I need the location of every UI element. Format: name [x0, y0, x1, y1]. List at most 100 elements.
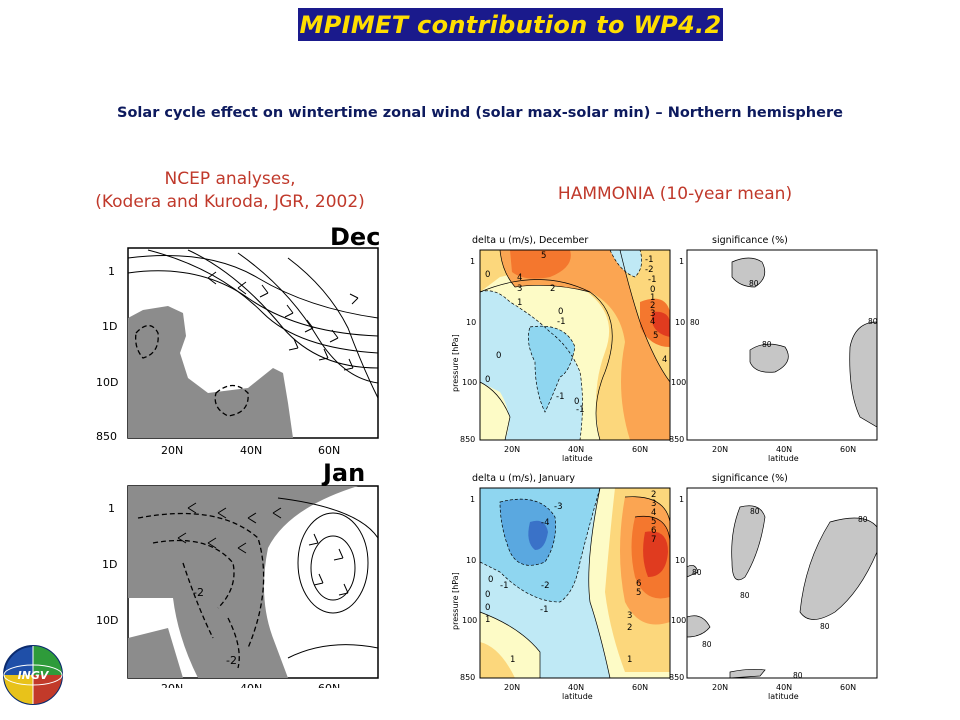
sig-label: 80 [868, 317, 878, 326]
ytick: 100 [671, 616, 686, 625]
hammonia-dec-contour-labels: 5 4 3 2 1 0 -1 -2 -1 0 1 2 3 4 5 4 0 0 0… [485, 251, 667, 415]
contour-label: 0 [485, 270, 490, 280]
hammonia-dec-y-ticks: 1 10 100 850 [460, 257, 477, 444]
contour-label: -1 [576, 405, 584, 415]
contour-label: 3 [517, 284, 522, 294]
ytick: 10D [96, 614, 118, 627]
ncep-jan-contour-label: -2 [193, 586, 204, 599]
ncep-dec-y-ticks: 1 1D 10D 850 [96, 265, 118, 443]
contour-label: 0 [558, 307, 563, 317]
ytick: 850 [460, 673, 475, 682]
ytick: 10D [96, 376, 118, 389]
significance-dec-panel: significance (%) 80 80 80 80 1 10 100 85… [669, 235, 878, 463]
ytick: 10 [675, 318, 685, 327]
ncep-jan-contour-label: -2 [226, 654, 237, 667]
contour-label: 2 [651, 490, 656, 500]
xtick: 40N [568, 445, 584, 454]
xtick: 20N [161, 444, 183, 457]
contour-label: 2 [550, 284, 555, 294]
hammonia-jan-contour-labels: -3 -4 -2 -1 0 0 1 1 2 3 4 5 6 7 6 5 3 2 … [485, 490, 656, 665]
hammonia-jan-x-ticks: 20N 40N 60N [504, 683, 648, 692]
hammonia-jan-panel: delta u (m/s), January -3 -4 -2 -1 0 0 1 [451, 473, 671, 701]
ytick: 100 [462, 378, 477, 387]
contour-label: 1 [627, 655, 632, 665]
hammonia-figure: delta u (m/s), December 5 4 3 2 1 0 -1 [451, 235, 878, 701]
contour-label: 2 [650, 301, 655, 311]
sig-label: 80 [740, 591, 750, 600]
contour-label: 4 [517, 273, 522, 283]
ncep-dec-x-ticks: 20N 40N 60N [161, 444, 340, 457]
contour-label: -1 [556, 392, 564, 402]
ncep-caption-line2: (Kodera and Kuroda, JGR, 2002) [95, 192, 365, 212]
contour-label: 0 [574, 397, 579, 407]
xtick: 20N [712, 683, 728, 692]
xtick: 40N [240, 682, 262, 688]
slide-title: MPIMET contribution to WP4.2 [298, 8, 723, 41]
contour-label: 3 [627, 611, 632, 621]
contour-label: -1 [557, 317, 565, 327]
hammonia-dec-panel: delta u (m/s), December 5 4 3 2 1 0 -1 [451, 235, 671, 463]
xtick: 60N [318, 682, 340, 688]
ncep-caption-line1: NCEP analyses, [164, 169, 296, 189]
contour-label: 5 [651, 517, 656, 527]
contour-label: -3 [554, 502, 562, 512]
ncep-figure: Dec 1 1D 10D 850 20N 40N 60N [96, 223, 380, 688]
xtick: 40N [776, 683, 792, 692]
contour-label: 0 [488, 575, 493, 585]
contour-label: -1 [645, 255, 653, 265]
xtick: 20N [712, 445, 728, 454]
sig-dec-title: significance (%) [712, 235, 788, 246]
sig-label: 80 [750, 507, 760, 516]
sig-label: 80 [749, 279, 759, 288]
contour-label: 1 [650, 293, 655, 303]
hammonia-dec-ylabel: pressure [hPa] [451, 334, 460, 392]
xtick: 60N [318, 444, 340, 457]
dec-label: Dec [330, 223, 380, 251]
xtick: 40N [240, 444, 262, 457]
ytick: 1 [470, 257, 475, 266]
contour-label: -2 [541, 581, 549, 591]
xtick: 20N [504, 445, 520, 454]
sig-label: 80 [702, 640, 712, 649]
sig-label: 80 [762, 340, 772, 349]
ytick: 1D [102, 320, 117, 333]
ytick: 100 [671, 378, 686, 387]
xtick: 20N [504, 683, 520, 692]
contour-label: 1 [517, 298, 522, 308]
xtick: 20N [161, 682, 183, 688]
contour-label: 4 [651, 508, 656, 518]
contour-label: 2 [627, 623, 632, 633]
hammonia-dec-xlabel: latitude [562, 454, 593, 463]
xtick: 40N [568, 683, 584, 692]
ytick: 1 [108, 502, 115, 515]
contour-label: 0 [496, 351, 501, 361]
ingv-logo-icon: INGV [3, 645, 63, 705]
contour-label: 0 [485, 375, 490, 385]
contour-label: 4 [650, 317, 655, 327]
ytick: 1 [108, 265, 115, 278]
sig-dec-xlabel: latitude [768, 454, 799, 463]
ytick: 1 [679, 257, 684, 266]
contour-label: 0 [650, 285, 655, 295]
xtick: 60N [840, 445, 856, 454]
jan-label: Jan [321, 459, 365, 487]
sig-label: 80 [820, 622, 830, 631]
contour-label: 3 [651, 499, 656, 509]
sig-label: 80 [692, 568, 702, 577]
ncep-caption: NCEP analyses, (Kodera and Kuroda, JGR, … [60, 168, 400, 214]
logo-text: INGV [18, 669, 50, 682]
ytick: 850 [669, 435, 684, 444]
contour-label: 0 [485, 590, 490, 600]
contour-label: 4 [662, 355, 667, 365]
sig-jan-title: significance (%) [712, 473, 788, 484]
contour-label: -1 [648, 275, 656, 285]
sig-jan-xlabel: latitude [768, 692, 799, 701]
ytick: 850 [669, 673, 684, 682]
contour-label: 3 [650, 309, 655, 319]
hammonia-jan-ylabel: pressure [hPa] [451, 572, 460, 630]
slide-subtitle: Solar cycle effect on wintertime zonal w… [117, 105, 843, 121]
contour-label: 5 [636, 588, 641, 598]
contour-label: 5 [541, 251, 546, 261]
ncep-jan-y-ticks: 1 1D 10D [96, 502, 118, 627]
significance-jan-panel: significance (%) 80 80 80 80 80 80 80 1 … [669, 473, 878, 701]
